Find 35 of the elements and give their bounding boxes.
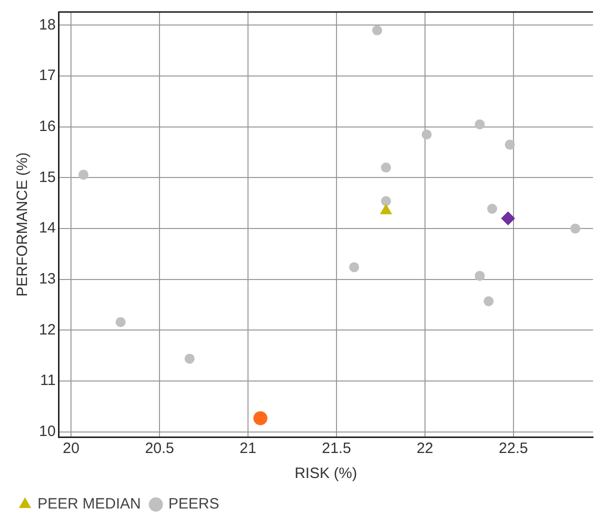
y-tick-label: 13 [38, 270, 56, 288]
y-tick-label: 12 [38, 321, 56, 338]
y-tick-label: 18 [38, 16, 56, 34]
point [474, 119, 485, 130]
point [487, 204, 498, 214]
point [501, 211, 516, 226]
y-axis-title: PERFORMANCE (%) [14, 152, 32, 297]
point [484, 296, 494, 306]
y-tick-label: 10 [38, 423, 56, 440]
point [116, 317, 126, 328]
point [380, 196, 391, 206]
y-tick-label: 14 [38, 220, 56, 237]
x-tick-label: 20 [62, 440, 80, 458]
x-tick-label: 22 [416, 440, 434, 458]
point [78, 170, 88, 180]
point [380, 162, 391, 173]
y-tick-label: 16 [38, 118, 56, 136]
y-tick-label: 11 [40, 372, 56, 390]
point [504, 140, 515, 150]
y-tick-label: 15 [38, 168, 56, 186]
x-tick-label: 21.5 [322, 440, 352, 458]
y-tick-label: 17 [38, 67, 56, 84]
point [570, 224, 580, 234]
point [349, 262, 360, 272]
point [372, 25, 382, 36]
legend-label: PEER MEDIAN [38, 496, 141, 513]
x-tick-label: 20.5 [144, 440, 174, 458]
x-axis-title: RISK (%) [294, 465, 358, 482]
point [422, 130, 432, 140]
point [253, 411, 268, 426]
point [184, 354, 195, 364]
legend-label: PEERS [168, 496, 220, 513]
x-tick-label: 22.5 [498, 440, 528, 458]
x-tick-label: 21 [240, 440, 256, 458]
point [474, 270, 485, 281]
